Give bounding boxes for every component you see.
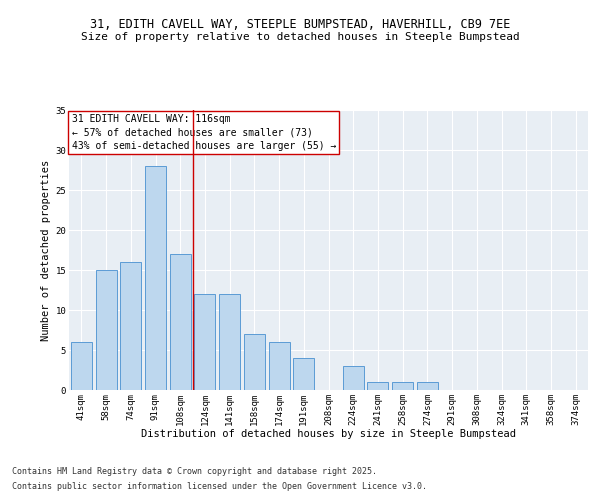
Bar xyxy=(343,366,364,390)
Bar xyxy=(219,294,240,390)
Bar xyxy=(392,382,413,390)
Bar xyxy=(145,166,166,390)
Bar xyxy=(269,342,290,390)
Bar xyxy=(367,382,388,390)
Bar xyxy=(120,262,141,390)
Bar xyxy=(95,270,116,390)
X-axis label: Distribution of detached houses by size in Steeple Bumpstead: Distribution of detached houses by size … xyxy=(141,429,516,439)
Bar xyxy=(293,358,314,390)
Y-axis label: Number of detached properties: Number of detached properties xyxy=(41,160,52,340)
Bar xyxy=(170,254,191,390)
Bar xyxy=(194,294,215,390)
Text: Contains public sector information licensed under the Open Government Licence v3: Contains public sector information licen… xyxy=(12,482,427,491)
Bar xyxy=(244,334,265,390)
Bar xyxy=(417,382,438,390)
Text: 31, EDITH CAVELL WAY, STEEPLE BUMPSTEAD, HAVERHILL, CB9 7EE: 31, EDITH CAVELL WAY, STEEPLE BUMPSTEAD,… xyxy=(90,18,510,30)
Text: Size of property relative to detached houses in Steeple Bumpstead: Size of property relative to detached ho… xyxy=(80,32,520,42)
Bar xyxy=(71,342,92,390)
Text: Contains HM Land Registry data © Crown copyright and database right 2025.: Contains HM Land Registry data © Crown c… xyxy=(12,467,377,476)
Text: 31 EDITH CAVELL WAY: 116sqm
← 57% of detached houses are smaller (73)
43% of sem: 31 EDITH CAVELL WAY: 116sqm ← 57% of det… xyxy=(71,114,336,150)
